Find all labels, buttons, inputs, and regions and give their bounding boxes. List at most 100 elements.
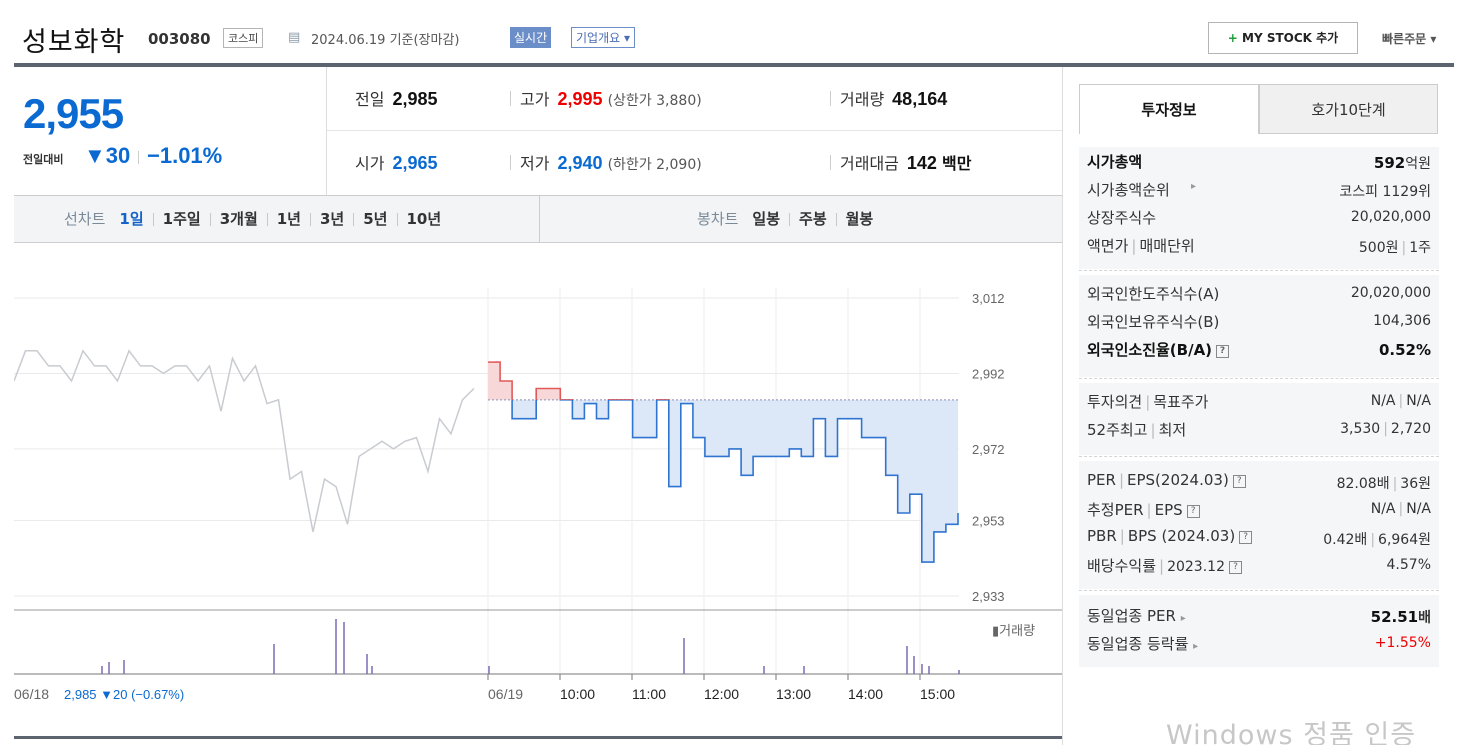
trade-unit-value: 1주 (1409, 240, 1431, 256)
x-tick-label: 14:00 (848, 686, 883, 702)
realtime-button[interactable]: 실시간 (510, 27, 552, 48)
area-below-prev-close (512, 399, 958, 563)
my-stock-label: MY STOCK 추가 (1242, 31, 1339, 45)
sector-per-unit: 배 (1418, 610, 1431, 626)
tab-1y[interactable]: 1년 (276, 210, 301, 228)
tab-3m[interactable]: 3개월 (219, 210, 258, 228)
help-icon[interactable]: ? (1216, 345, 1230, 358)
divider (353, 213, 355, 226)
tab-weekly[interactable]: 주봉 (799, 210, 827, 228)
tab-orderbook-10[interactable]: 호가10단계 (1259, 84, 1438, 134)
amount-unit: 백만 (942, 154, 972, 173)
sector-section: 동일업종 PER ▸ 52.51배 동일업종 등락률 ▸ +1.55% (1079, 595, 1439, 667)
foreign-hold-row: 외국인보유주식수(B) 104,306 (1087, 311, 1431, 339)
sector-change-row[interactable]: 동일업종 등락률 ▸ +1.55% (1087, 633, 1431, 661)
my-stock-add-button[interactable]: + MY STOCK 추가 (1208, 22, 1358, 54)
opinion-section: 투자의견 | 목표주가 N/A | N/A 52주최고 | 최저 3,530 | 2,720 (1079, 383, 1439, 455)
series-line-today-down (511, 399, 959, 563)
divider (1079, 378, 1439, 379)
sector-per-row[interactable]: 동일업종 PER ▸ 52.51배 (1087, 605, 1431, 633)
tab-daily[interactable]: 일봉 (752, 210, 781, 228)
market-cap-label: 시가총액 (1087, 153, 1143, 171)
dividend-row: 배당수익률 | 2023.12? 4.57% (1087, 557, 1431, 575)
foreign-ratio-value: 0.52% (1378, 341, 1431, 359)
market-cap-rank-row[interactable]: 시가총액순위 ▸ 코스피 1129위 (1087, 179, 1431, 207)
line-chart-periods: 선차트 1일 1주일 3개월 1년 3년 5년 10년 (64, 196, 441, 242)
y-tick-label: 2,933 (972, 589, 1005, 604)
foreign-hold-value: 104,306 (1373, 313, 1431, 329)
tab-1d[interactable]: 1일 (119, 210, 144, 228)
target-label: 목표주가 (1153, 393, 1209, 411)
y-tick-label: 3,012 (972, 291, 1005, 306)
help-icon[interactable]: ? (1232, 475, 1246, 488)
divider (266, 213, 268, 226)
dividend-value: 4.57% (1386, 557, 1431, 573)
per-value: 82.08배 (1336, 476, 1390, 492)
sector-per-label: 동일업종 PER (1087, 607, 1176, 625)
dividend-year: 2023.12 (1167, 559, 1225, 575)
x-tick-label: 11:00 (632, 686, 666, 702)
tab-1w[interactable]: 1주일 (162, 210, 201, 228)
price-chart[interactable]: 3,012 2,992 2,972 2,953 2,933 ▮거래량 06/18 06/19 1… (14, 243, 1062, 735)
high-label: 고가 (520, 90, 550, 109)
tab-3y[interactable]: 3년 (320, 210, 345, 228)
sector-per-value: 52.51 (1370, 608, 1419, 626)
chevron-right-icon: ▸ (1193, 641, 1199, 652)
help-icon[interactable]: ? (1186, 505, 1200, 518)
pbr-label: PBR (1087, 527, 1117, 545)
pbr-value: 0.42배 (1323, 532, 1368, 548)
header-divider (14, 63, 1454, 67)
x-tick-label: 06/18 (14, 686, 49, 702)
upper-limit: (상한가 3,880) (607, 93, 702, 109)
eps-label: EPS(2024.03) (1127, 471, 1229, 489)
compare-label: 전일대비 (23, 153, 64, 166)
opinion-row: 투자의견 | 목표주가 N/A | N/A (1087, 393, 1431, 411)
market-cap-rank-value: 코스피 1129위 (1339, 184, 1431, 200)
divider (396, 213, 398, 226)
tab-monthly[interactable]: 월봉 (845, 210, 874, 228)
low52-label: 최저 (1158, 421, 1187, 439)
lower-limit: (하한가 2,090) (607, 157, 702, 173)
quick-order-dropdown[interactable]: 빠른주문 ▾ (1382, 32, 1437, 46)
side-tabs: 투자정보 호가10단계 (1079, 84, 1438, 134)
foreign-ratio-label: 외국인소진율(B/A) (1087, 341, 1213, 359)
x-tick-label: 06/19 (488, 686, 523, 702)
divider (789, 213, 791, 226)
par-row: 액면가 | 매매단위 500원 | 1주 (1087, 237, 1431, 256)
shares-row: 상장주식수 20,020,000 (1087, 207, 1431, 235)
market-cap-section: 시가총액 592억원 시가총액순위 ▸ 코스피 1129위 상장주식수 20,020,0… (1079, 147, 1439, 269)
help-icon[interactable]: ? (1239, 531, 1253, 544)
open-value: 2,965 (392, 153, 438, 173)
per-row: PER | EPS(2024.03)? 82.08배 | 36원 (1087, 471, 1431, 492)
par-value: 500원 (1358, 240, 1399, 256)
tab-10y[interactable]: 10년 (406, 210, 442, 228)
help-icon[interactable]: ? (1228, 561, 1242, 574)
low-label: 저가 (520, 154, 550, 173)
low52-value: 2,720 (1390, 421, 1431, 437)
volume-value: 48,164 (892, 89, 948, 109)
sector-change-label: 동일업종 등락률 (1087, 635, 1189, 653)
company-overview-dropdown[interactable]: 기업개요 ▾ (571, 27, 635, 48)
divider (830, 91, 831, 106)
investment-info-panel: 투자정보 호가10단계 시가총액 592억원 시가총액순위 ▸ 코스피 1129위 상… (1062, 67, 1457, 745)
tab-investment-info[interactable]: 투자정보 (1079, 84, 1259, 134)
chart-tabs: 선차트 1일 1주일 3개월 1년 3년 5년 10년 봉차트 일봉 주봉 월봉 (14, 195, 1062, 243)
shares-value: 20,020,000 (1350, 209, 1431, 225)
divider (152, 213, 154, 226)
shares-label: 상장주식수 (1087, 209, 1157, 227)
stock-name: 성보화학 (22, 27, 126, 58)
foreign-limit-row: 외국인한도주식수(A) 20,020,000 (1087, 283, 1431, 311)
divider (310, 213, 311, 226)
valuation-section: PER | EPS(2024.03)? 82.08배 | 36원 추정PER | EPS? N/… (1079, 461, 1439, 589)
tab-5y[interactable]: 5년 (363, 210, 388, 228)
series-line-prev-day (14, 349, 475, 533)
open-label: 시가 (355, 154, 385, 173)
divider (510, 91, 511, 106)
divider (1079, 456, 1439, 457)
quote-summary: 전일 2,985 고가 2,995 (상한가 3,880) 거래량 48,164 시가… (327, 67, 1062, 195)
y-tick-label: 2,992 (972, 366, 1005, 381)
x-tick-label: 10:00 (560, 686, 595, 702)
calendar-icon: ▤ (288, 30, 301, 45)
candle-chart-label: 봉차트 (697, 210, 739, 228)
open-cell: 시가 2,965 (355, 131, 438, 195)
